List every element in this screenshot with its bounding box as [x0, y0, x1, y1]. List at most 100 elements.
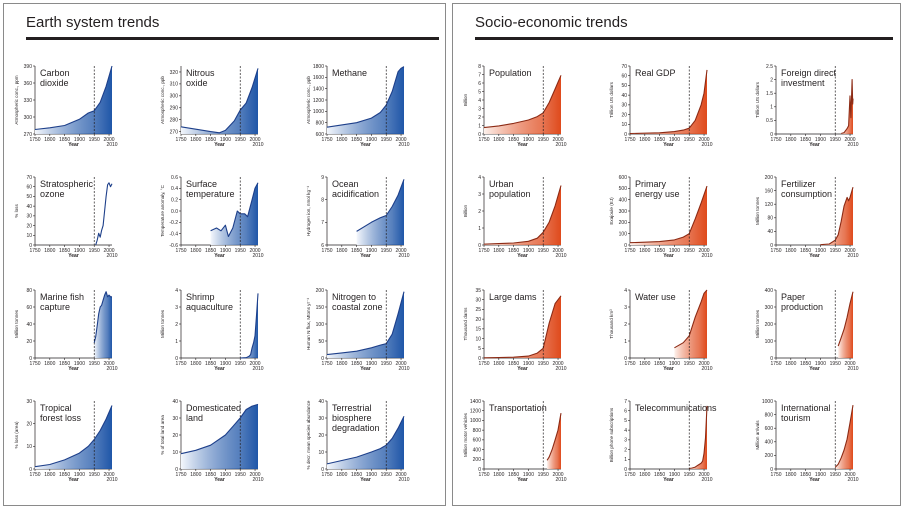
x-tick-label: 1950	[235, 137, 246, 143]
chart-title: consumption	[781, 189, 832, 199]
x-tick-label: 1900	[74, 361, 85, 367]
x-tick-label: 1900	[523, 248, 534, 254]
chart-title: biosphere	[332, 413, 372, 423]
x-tick-label: 1900	[366, 137, 377, 143]
x-tick-label: 1950	[381, 472, 392, 478]
x-tick-label: 1950	[538, 361, 549, 367]
y-axis-label: Hydrogen ion, nmol kg⁻¹	[306, 186, 311, 236]
x-axis-label: Year	[517, 366, 528, 372]
y-tick-label: 100	[316, 322, 325, 328]
series-line	[820, 187, 854, 246]
x-tick-label: 1950	[830, 137, 841, 143]
y-tick-label: 0	[321, 467, 324, 473]
x-tick-label: 2000	[552, 137, 563, 143]
y-tick-label: 1000	[762, 399, 773, 405]
x-tick-label: 2000	[103, 248, 114, 254]
y-tick-label: 6	[321, 243, 324, 249]
y-tick-label: 7	[321, 220, 324, 226]
y-axis-label: Million motor vehicles	[463, 412, 468, 457]
chart-title: Telecommunications	[635, 403, 717, 413]
y-tick-label: 200	[765, 322, 774, 328]
x-tick-label: 1900	[220, 472, 231, 478]
y-tick-label: 9	[321, 175, 324, 181]
x-tick-label: 2000	[698, 361, 709, 367]
series-area	[630, 186, 707, 245]
y-tick-label: 20	[26, 421, 32, 427]
series-line	[180, 68, 259, 134]
y-tick-label: 1000	[470, 418, 481, 424]
x-tick-label: 1850	[205, 472, 216, 478]
y-axis-label: Atmospheric conc., ppb	[306, 76, 311, 124]
chart-title: ozone	[40, 189, 65, 199]
y-tick-label: 10	[621, 122, 627, 128]
y-tick-label: 0.0	[171, 209, 178, 215]
chart-socio-5: 0 40 80 120 160 200 1750 1800 1850 1900 1950 200020…	[755, 175, 859, 259]
y-tick-label: 25	[475, 307, 481, 313]
y-axis-label: Temperature anomaly, °C	[160, 184, 165, 236]
x-axis-label: Year	[214, 142, 225, 148]
series-line	[95, 182, 113, 246]
x-end-label: 2010	[847, 142, 858, 148]
x-axis-label: Year	[68, 142, 79, 148]
x-tick-label: 1750	[624, 137, 635, 143]
y-tick-label: 2	[478, 209, 481, 215]
x-end-label: 2010	[555, 477, 566, 483]
x-tick-label: 1950	[830, 248, 841, 254]
y-axis-label: Million tonnes	[755, 196, 760, 225]
x-tick-label: 1750	[478, 472, 489, 478]
chart-title: investment	[781, 78, 825, 88]
x-end-label: 2010	[555, 253, 566, 259]
series-area	[689, 405, 707, 469]
y-tick-label: 10	[172, 450, 178, 456]
chart-title: coastal zone	[332, 302, 383, 312]
x-tick-label: 1950	[538, 137, 549, 143]
x-tick-label: 1950	[684, 137, 695, 143]
y-tick-label: 100	[619, 231, 628, 237]
y-tick-label: 1	[624, 339, 627, 345]
x-end-label: 2010	[701, 142, 712, 148]
x-tick-label: 1950	[684, 248, 695, 254]
y-tick-label: 800	[765, 412, 774, 418]
chart-title: Large dams	[489, 292, 537, 302]
earth-system-title: Earth system trends	[26, 14, 160, 31]
y-tick-label: 40	[172, 399, 178, 405]
y-tick-label: 320	[170, 70, 179, 76]
y-tick-label: 40	[621, 93, 627, 99]
x-tick-label: 1750	[29, 248, 40, 254]
y-tick-label: 0	[478, 467, 481, 473]
y-tick-label: 7	[478, 72, 481, 78]
x-axis-label: Year	[809, 142, 820, 148]
series-area	[327, 291, 404, 358]
chart-title: dioxide	[40, 78, 69, 88]
y-tick-label: 6	[478, 81, 481, 87]
x-tick-label: 1800	[44, 472, 55, 478]
x-tick-label: 1950	[381, 137, 392, 143]
x-tick-label: 1850	[800, 472, 811, 478]
x-tick-label: 1800	[785, 361, 796, 367]
x-tick-label: 1800	[493, 248, 504, 254]
x-tick-label: 2000	[395, 361, 406, 367]
y-tick-label: 35	[475, 288, 481, 294]
y-tick-label: 8	[478, 64, 481, 70]
y-tick-label: 6	[624, 409, 627, 415]
chart-title: Fertilizer	[781, 179, 816, 189]
x-axis-label: Year	[517, 253, 528, 259]
y-tick-label: -0.2	[169, 220, 178, 226]
y-tick-label: 0	[321, 356, 324, 362]
x-end-label: 2010	[106, 142, 117, 148]
y-tick-label: 1	[478, 123, 481, 129]
series-line	[629, 69, 708, 135]
y-tick-label: 20	[475, 317, 481, 323]
x-tick-label: 1850	[654, 472, 665, 478]
x-tick-label: 1850	[508, 137, 519, 143]
series-line	[240, 293, 259, 359]
series-area	[820, 187, 853, 245]
y-tick-label: 50	[621, 83, 627, 89]
y-tick-label: 2	[478, 115, 481, 121]
y-tick-label: 2	[175, 322, 178, 328]
y-tick-label: 1000	[313, 109, 324, 115]
x-tick-label: 2000	[103, 361, 114, 367]
